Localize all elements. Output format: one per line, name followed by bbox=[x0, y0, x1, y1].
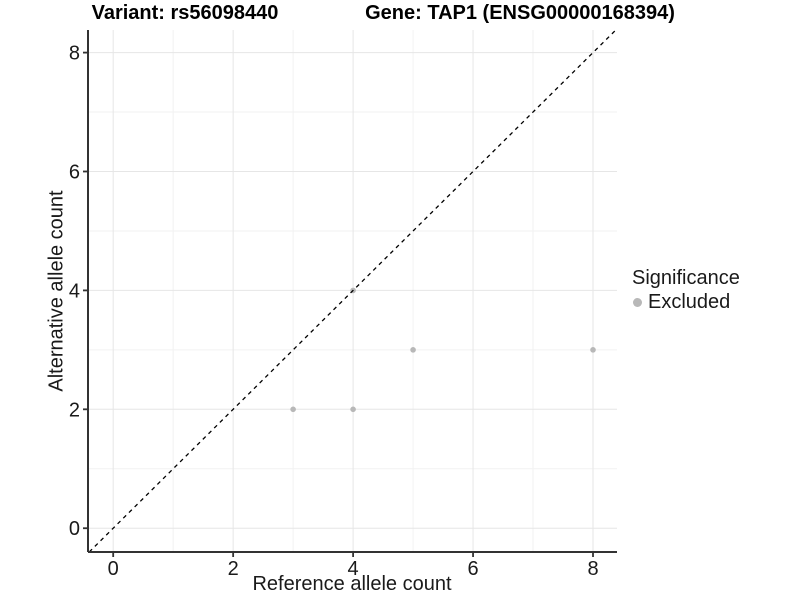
x-tick-label: 6 bbox=[467, 558, 478, 580]
data-point bbox=[590, 347, 596, 353]
y-tick-label: 2 bbox=[69, 399, 80, 421]
legend-title: Significance bbox=[632, 267, 740, 289]
legend: Significance Excluded bbox=[632, 267, 740, 313]
excluded-point-icon bbox=[633, 297, 642, 307]
data-point bbox=[350, 406, 356, 413]
data-point bbox=[410, 347, 416, 353]
y-axis-title: Alternative allele count bbox=[45, 190, 68, 392]
x-tick-label: 4 bbox=[348, 558, 359, 580]
x-tick-label: 0 bbox=[108, 558, 119, 580]
y-tick-label: 8 bbox=[69, 43, 80, 65]
x-tick-label: 8 bbox=[587, 558, 598, 580]
plot-title-gene: Gene: TAP1 (ENSG00000168394) bbox=[365, 2, 675, 24]
y-tick-label: 4 bbox=[69, 280, 80, 302]
legend-item-label: Excluded bbox=[648, 291, 731, 313]
identity-reference-line bbox=[88, 29, 617, 553]
x-axis-title: Reference allele count bbox=[252, 573, 452, 595]
plot-title-variant: Variant: rs56098440 bbox=[91, 2, 279, 24]
data-point bbox=[290, 406, 296, 413]
x-tick-label: 2 bbox=[228, 558, 239, 580]
legend-item-excluded: Excluded bbox=[632, 291, 740, 313]
y-tick-label: 0 bbox=[69, 518, 80, 540]
y-tick-label: 6 bbox=[69, 161, 80, 183]
